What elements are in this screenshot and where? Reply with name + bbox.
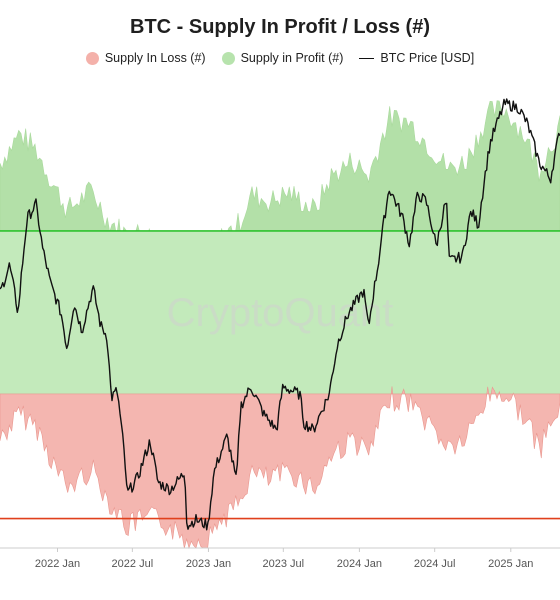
legend-swatch-profit xyxy=(221,51,235,65)
x-tick-label: 2022 Jan xyxy=(35,558,80,570)
btc-price-line xyxy=(0,98,560,531)
legend-label-profit: Supply in Profit (#) xyxy=(240,51,344,65)
legend-swatch-price xyxy=(359,57,375,59)
x-tick-label: 2024 Jan xyxy=(337,558,382,570)
profit-area-base xyxy=(0,230,560,394)
legend-label-price: BTC Price [USD] xyxy=(380,51,475,65)
chart-title: BTC - Supply In Profit / Loss (#) xyxy=(130,16,430,38)
chart-legend: Supply In Loss (#) Supply in Profit (#) … xyxy=(0,51,560,65)
legend-swatch-loss xyxy=(85,51,99,65)
x-tick-label: 2022 Jul xyxy=(112,558,154,570)
x-tick-label: 2023 Jan xyxy=(186,558,231,570)
x-tick-label: 2023 Jul xyxy=(263,558,305,570)
loss-area xyxy=(0,386,560,550)
legend-item-supply-in-profit[interactable]: Supply in Profit (#) xyxy=(221,51,344,65)
legend-item-btc-price[interactable]: BTC Price [USD] xyxy=(359,51,474,65)
x-tick-label: 2025 Jan xyxy=(488,558,533,570)
legend-item-supply-in-loss[interactable]: Supply In Loss (#) xyxy=(85,51,206,65)
legend-label-loss: Supply In Loss (#) xyxy=(104,51,206,65)
x-tick-label: 2024 Jul xyxy=(414,558,456,570)
